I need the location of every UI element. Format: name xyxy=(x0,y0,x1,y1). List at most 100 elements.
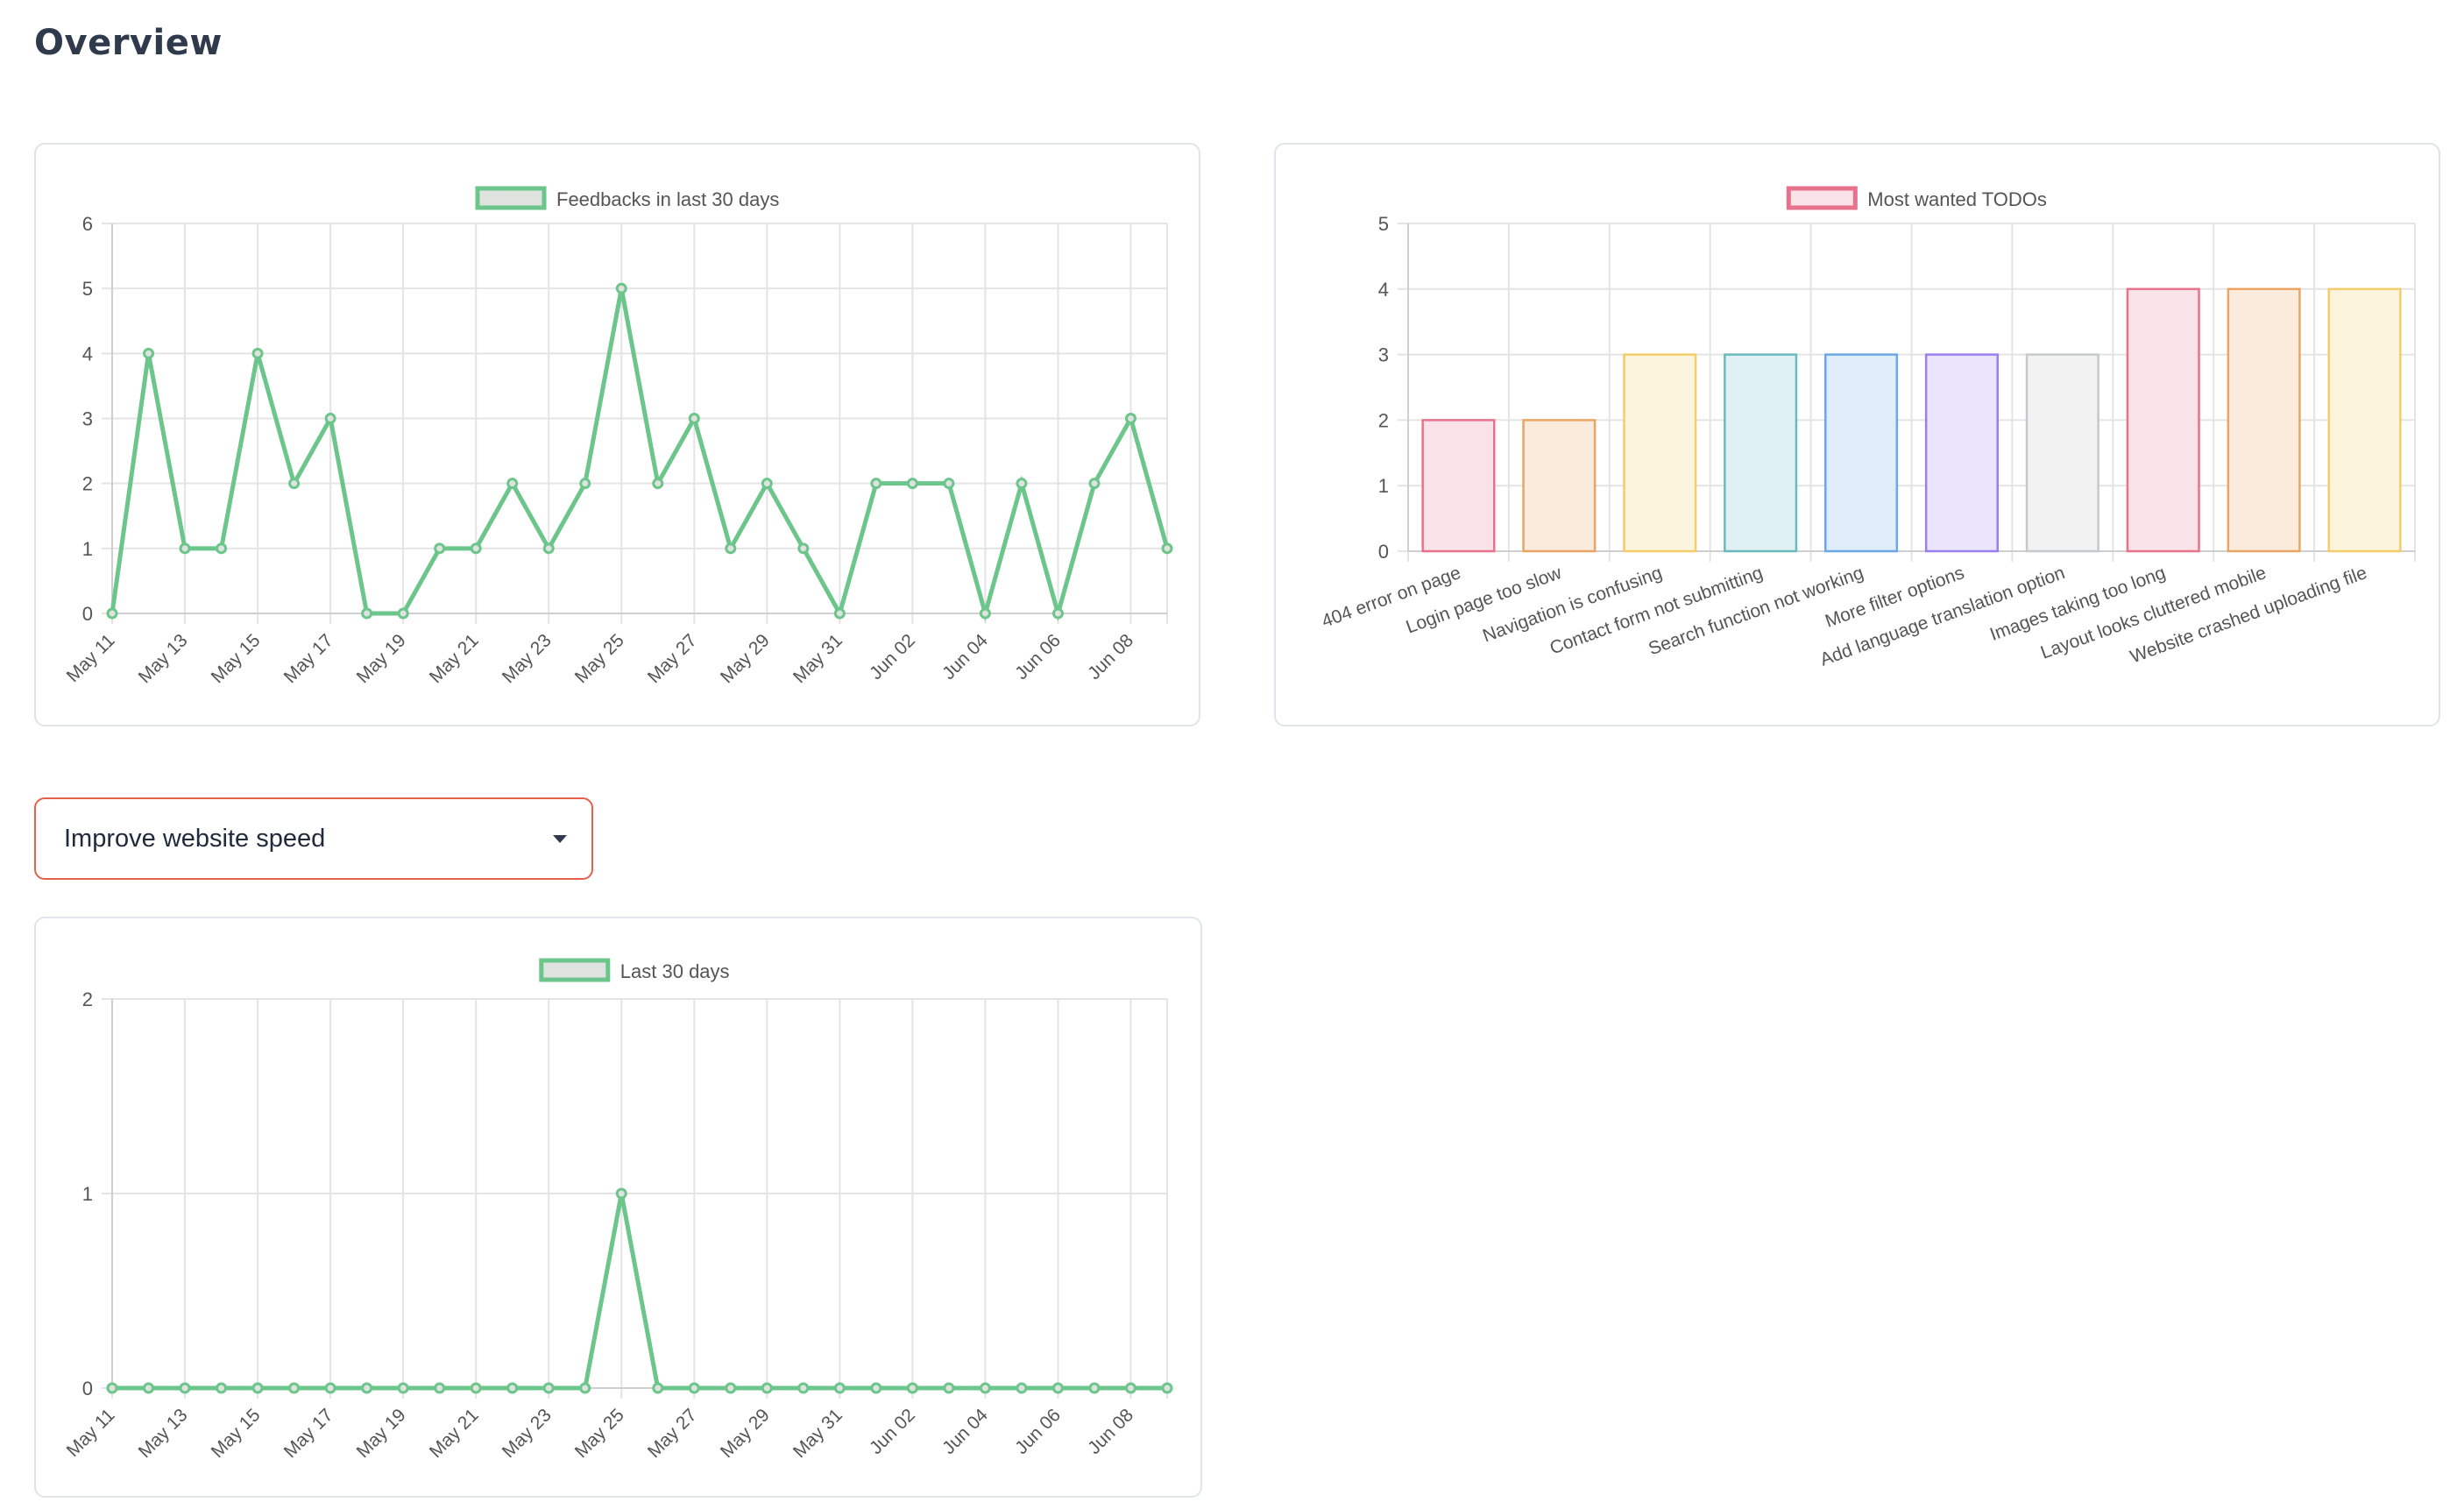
data-point xyxy=(288,478,301,490)
data-point xyxy=(761,1382,773,1394)
y-tick-label: 1 xyxy=(1378,475,1389,497)
data-point xyxy=(579,478,591,490)
y-tick-label: 4 xyxy=(1378,279,1389,301)
y-tick-label: 4 xyxy=(82,343,93,365)
data-point xyxy=(397,1382,409,1394)
data-point xyxy=(725,1382,737,1394)
bar xyxy=(1522,419,1597,553)
chart-legend: Last 30 days xyxy=(539,958,730,982)
data-point xyxy=(979,1382,991,1394)
series-line xyxy=(112,1193,1167,1391)
x-tick-label: Jun 08 xyxy=(1084,630,1137,684)
x-tick-label: May 27 xyxy=(644,630,701,687)
todo-trend-chart-card: Last 30 days 0 1 2 May 11 May 13 May 15 May 17 M… xyxy=(34,917,1202,1498)
x-tick-label: Jun 02 xyxy=(866,1405,919,1458)
data-point xyxy=(652,478,664,490)
data-point xyxy=(216,542,228,555)
y-tick-label: 0 xyxy=(1378,541,1389,563)
data-point xyxy=(870,478,882,490)
legend-swatch xyxy=(539,958,611,982)
bar xyxy=(2227,287,2301,553)
data-point xyxy=(324,1382,336,1394)
y-tick-label: 2 xyxy=(82,988,93,1010)
data-point xyxy=(906,1382,918,1394)
y-tick-label: 1 xyxy=(82,1183,93,1205)
data-point xyxy=(579,1382,591,1394)
data-point xyxy=(179,542,191,555)
chart-legend: Most wanted TODOs xyxy=(1786,186,2047,210)
x-tick-label: May 21 xyxy=(426,1405,483,1462)
chart-legend: Feedbacks in last 30 days xyxy=(475,186,779,210)
x-tick-label: Jun 08 xyxy=(1084,1405,1137,1458)
y-tick-label: 5 xyxy=(82,278,93,300)
data-point xyxy=(1051,607,1064,620)
y-tick-label: 3 xyxy=(1378,344,1389,366)
todos-chart-card: Most wanted TODOs 0 1 2 3 4 5 404 error on page… xyxy=(1274,143,2440,726)
page-title: Overview xyxy=(34,23,223,63)
data-point xyxy=(725,542,737,555)
bar xyxy=(1824,353,1899,553)
y-tick-label: 0 xyxy=(82,1378,93,1399)
feedbacks-chart-card: Feedbacks in last 30 days 0 1 2 3 4 5 6 May 11 Ma… xyxy=(34,143,1200,726)
data-point xyxy=(979,607,991,620)
data-point xyxy=(251,347,264,359)
data-point xyxy=(542,542,555,555)
bar xyxy=(1724,353,1798,553)
x-tick-label: May 19 xyxy=(353,630,410,687)
data-point xyxy=(1016,1382,1028,1394)
x-tick-label: May 21 xyxy=(426,630,483,687)
x-tick-label: May 29 xyxy=(717,630,774,687)
data-point xyxy=(615,282,627,294)
feedbacks-line-chart: Feedbacks in last 30 days 0 1 2 3 4 5 6 May 11 Ma… xyxy=(63,186,1173,687)
todo-select-dropdown[interactable]: Improve website speed xyxy=(34,797,593,880)
data-point xyxy=(797,542,810,555)
x-tick-label: Jun 06 xyxy=(1011,630,1065,684)
x-tick-label: May 25 xyxy=(571,630,628,687)
data-point xyxy=(506,1382,519,1394)
data-point xyxy=(906,478,918,490)
y-tick-label: 1 xyxy=(82,538,93,560)
data-point xyxy=(1124,413,1136,424)
x-tick-label: May 13 xyxy=(135,630,192,687)
data-point xyxy=(143,1382,155,1394)
series-line xyxy=(110,287,1170,622)
x-tick-label: Jun 04 xyxy=(938,1405,992,1458)
x-tick-label: May 23 xyxy=(499,1405,556,1462)
data-point xyxy=(216,1382,228,1394)
legend-label: Most wanted TODOs xyxy=(1867,188,2047,210)
x-tick-label: May 19 xyxy=(353,1405,410,1462)
x-tick-label: May 11 xyxy=(63,1405,119,1461)
x-tick-label: Jun 04 xyxy=(938,630,992,684)
data-point xyxy=(288,1382,301,1394)
data-point xyxy=(1161,542,1173,555)
x-tick-label: May 17 xyxy=(280,1405,337,1462)
x-tick-label: May 31 xyxy=(789,1405,846,1462)
x-tick-label: May 13 xyxy=(135,1405,192,1462)
x-tick-label: May 15 xyxy=(208,1405,265,1462)
legend-label: Last 30 days xyxy=(620,960,730,982)
data-point xyxy=(106,1382,118,1394)
todo-trend-line-chart: Last 30 days 0 1 2 May 11 May 13 May 15 May 17 M… xyxy=(63,958,1173,1462)
x-tick-label: Jun 02 xyxy=(866,630,919,684)
legend-swatch xyxy=(1786,186,1858,210)
data-point xyxy=(434,542,446,555)
data-point xyxy=(797,1382,810,1394)
data-point xyxy=(324,413,336,424)
data-point xyxy=(833,1382,846,1394)
data-point xyxy=(1124,1382,1136,1394)
data-point xyxy=(761,478,773,490)
x-tick-label: May 31 xyxy=(789,630,846,687)
data-point xyxy=(470,542,482,555)
legend-swatch xyxy=(475,186,547,210)
data-point xyxy=(688,1382,700,1394)
legend-label: Feedbacks in last 30 days xyxy=(556,188,779,210)
data-point xyxy=(833,607,846,620)
data-point xyxy=(1088,478,1101,490)
y-tick-label: 2 xyxy=(82,473,93,495)
data-point xyxy=(943,478,955,490)
data-point xyxy=(470,1382,482,1394)
x-tick-label: May 11 xyxy=(63,630,119,686)
bar xyxy=(1924,353,1999,553)
bar xyxy=(2025,353,2099,553)
